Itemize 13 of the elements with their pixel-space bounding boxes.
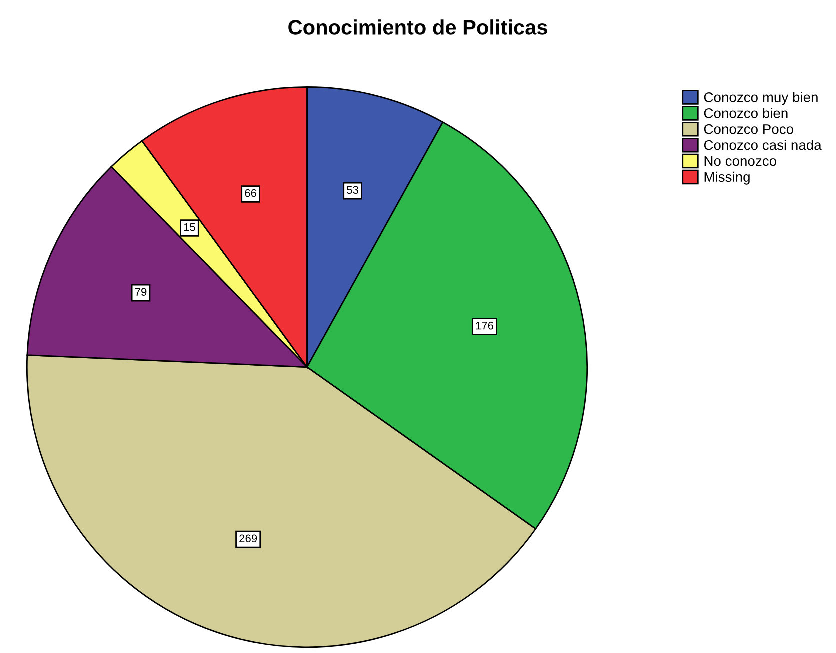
data-label: 53 xyxy=(347,186,358,194)
legend-label: Conozco Poco xyxy=(704,124,794,134)
legend-label: Conozco casi nada xyxy=(704,140,822,150)
legend-label: Conozco muy bien xyxy=(704,92,818,106)
legend-label: Conozco bien xyxy=(704,108,788,118)
legend-label: Missing xyxy=(704,172,750,185)
data-label: 269 xyxy=(240,534,258,543)
chart-title: Conocimiento de Politicas xyxy=(288,20,548,35)
data-label: 15 xyxy=(184,224,196,232)
data-label: 176 xyxy=(476,322,494,330)
data-label: 66 xyxy=(245,189,256,198)
data-label: 79 xyxy=(135,288,147,296)
legend-label: No conozco xyxy=(704,156,776,166)
